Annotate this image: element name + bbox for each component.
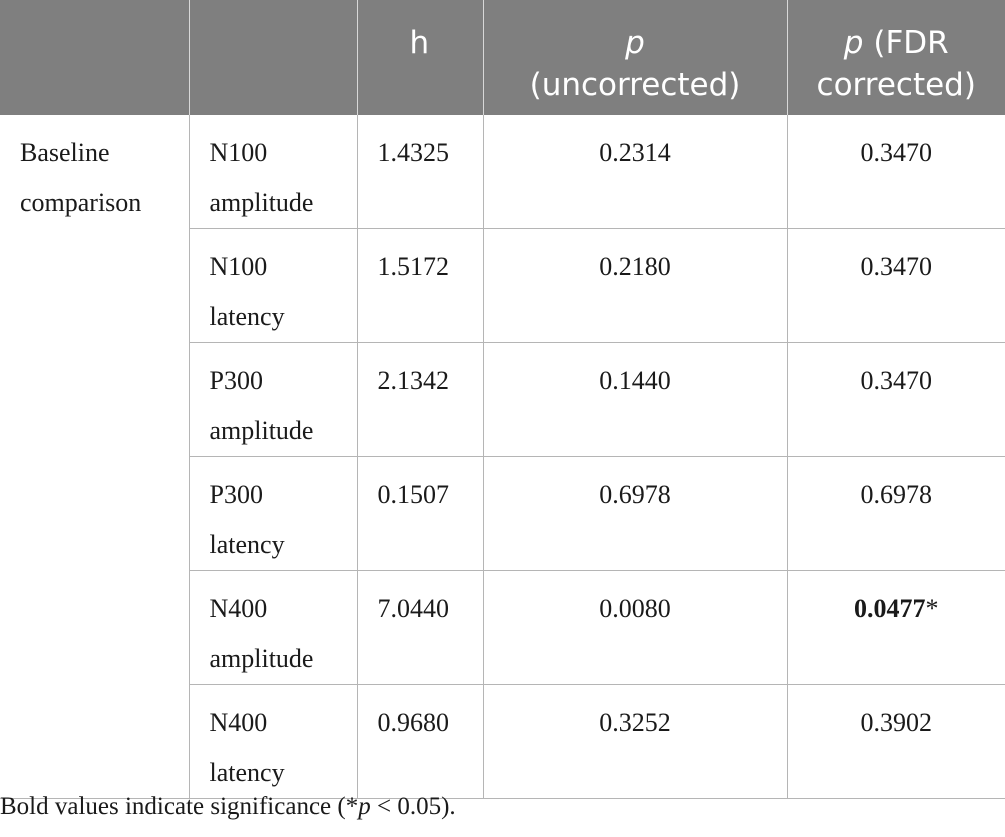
table-row: Baseline comparison N100 amplitude 1.4325 0.2… [0, 115, 1005, 799]
header-cell-group [0, 0, 189, 115]
header-p-symbol: p [843, 25, 864, 61]
p-fdr-value: 0.3470 [860, 252, 933, 281]
p-uncorrected-cell: 0.2314 [482, 115, 788, 229]
measure-cell: N400 amplitude [188, 570, 358, 685]
p-uncorrected-cell: 0.2180 [482, 228, 788, 343]
h-value-cell: 7.0440 [356, 570, 484, 685]
measure-label-line: amplitude [209, 188, 314, 217]
measure-label-line: latency [209, 758, 285, 787]
results-table: h p (uncorrected) p (FDR corrected) Base… [0, 0, 1005, 799]
p-fdr-cell: 0.0477* [786, 570, 1005, 685]
header-cell-h: h [356, 0, 483, 115]
p-uncorrected-cell: 0.3252 [482, 684, 788, 799]
h-value-cell: 0.1507 [356, 456, 484, 571]
table-row: N100 latency 1.5172 0.2180 0.3470 [0, 228, 1005, 343]
measure-label-line: N400 [209, 594, 268, 623]
measure-label-line: latency [209, 530, 285, 559]
table-body: Baseline comparison N100 amplitude 1.4325 0.2… [0, 115, 1005, 799]
measure-cell: N100 latency [188, 228, 358, 343]
p-fdr-cell: 0.3902 [786, 684, 1005, 799]
table-row: N400 amplitude 7.0440 0.0080 0.0477* [0, 570, 1005, 685]
p-fdr-cell: 0.3470 [786, 228, 1005, 343]
h-value-cell: 1.4325 [356, 115, 484, 229]
p-uncorrected-cell: 0.0080 [482, 570, 788, 685]
table-header: h p (uncorrected) p (FDR corrected) [0, 0, 1005, 115]
p-fdr-cell: 0.3470 [786, 342, 1005, 457]
footnote-p-symbol: p [358, 793, 371, 820]
group-label-cell: Baseline comparison [0, 115, 190, 799]
measure-label-line: P300 [209, 480, 263, 509]
h-value-cell: 2.1342 [356, 342, 484, 457]
p-fdr-value: 0.0477 [854, 594, 926, 623]
h-value-cell: 1.5172 [356, 228, 484, 343]
measure-label-line: P300 [209, 366, 263, 395]
p-uncorrected-cell: 0.6978 [482, 456, 788, 571]
group-label-line: comparison [20, 188, 142, 217]
p-fdr-cell: 0.3470 [786, 115, 1005, 229]
measure-label-line: amplitude [209, 416, 314, 445]
measure-cell: N400 latency [188, 684, 358, 799]
p-fdr-value: 0.3902 [860, 708, 933, 737]
measure-cell: P300 latency [188, 456, 358, 571]
measure-label-line: amplitude [209, 644, 314, 673]
significance-marker: * [925, 594, 939, 623]
table-row: P300 latency 0.1507 0.6978 0.6978 [0, 456, 1005, 571]
table-row: P300 amplitude 2.1342 0.1440 0.3470 [0, 342, 1005, 457]
table-row: N400 latency 0.9680 0.3252 0.3902 [0, 684, 1005, 799]
group-label-line: Baseline [20, 138, 110, 167]
header-p-symbol: p [625, 25, 645, 61]
measure-label-line: N400 [209, 708, 268, 737]
footnote-text-before: Bold values indicate significance (* [0, 793, 359, 820]
header-row: h p (uncorrected) p (FDR corrected) [0, 0, 1005, 115]
measure-cell: N100 amplitude [188, 115, 358, 229]
table-footnote: Bold values indicate significance (*p < … [0, 790, 456, 824]
p-fdr-value: 0.3470 [860, 138, 933, 167]
header-p-uncorrected-text: (uncorrected) [529, 67, 741, 103]
header-cell-measure [188, 0, 357, 115]
header-cell-p-fdr: p (FDR corrected) [786, 0, 1005, 115]
measure-cell: P300 amplitude [188, 342, 358, 457]
h-value-cell: 0.9680 [356, 684, 484, 799]
p-fdr-value: 0.6978 [860, 480, 933, 509]
measure-label-line: N100 [209, 252, 268, 281]
p-fdr-cell: 0.6978 [786, 456, 1005, 571]
header-cell-p-uncorrected: p (uncorrected) [482, 0, 787, 115]
p-uncorrected-cell: 0.1440 [482, 342, 788, 457]
header-p-fdr-text: (FDR corrected) [816, 25, 976, 103]
p-fdr-value: 0.3470 [860, 366, 933, 395]
measure-label-line: latency [209, 302, 285, 331]
measure-label-line: N100 [209, 138, 268, 167]
footnote-text-after: < 0.05). [370, 793, 456, 820]
